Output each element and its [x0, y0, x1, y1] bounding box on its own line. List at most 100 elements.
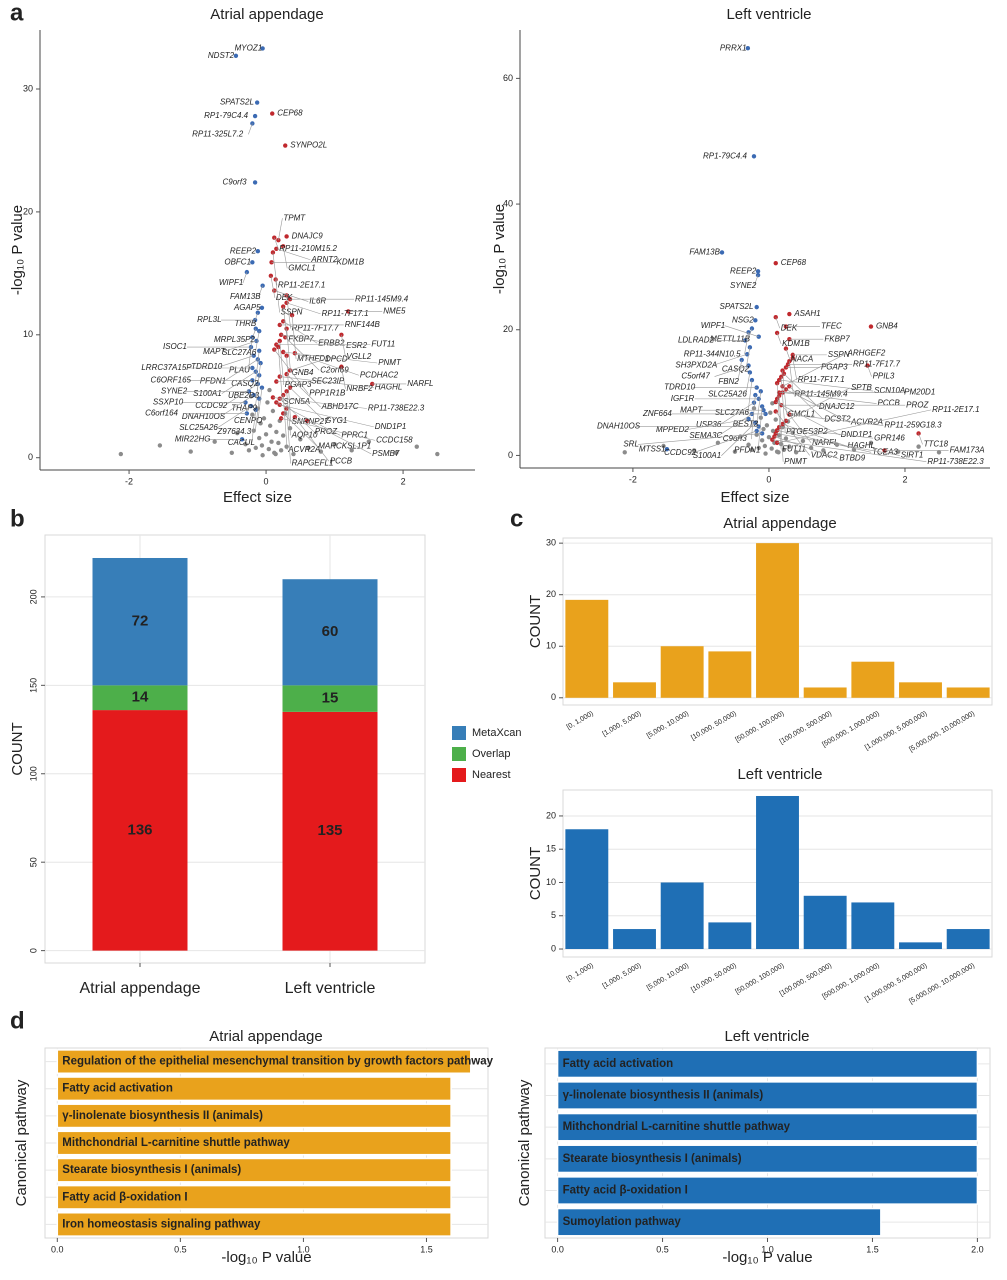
- leader-line: [341, 366, 346, 389]
- legend-label: Nearest: [472, 769, 511, 781]
- point: [622, 450, 627, 455]
- leader-line: [785, 348, 791, 360]
- value-label: 72: [132, 613, 149, 630]
- point-label: DEK: [781, 323, 798, 332]
- leader-line: [775, 317, 781, 329]
- y-tick-label: 0: [551, 692, 556, 702]
- x-tick-label: -2: [125, 476, 133, 486]
- point-label: PCCB: [330, 456, 353, 465]
- point-label: FBN2: [718, 377, 739, 386]
- point-label: RP11-7F17.1: [798, 375, 845, 384]
- bar-label: γ-linolenate biosynthesis II (animals): [563, 1090, 764, 1102]
- point-label: CASQ2: [722, 364, 750, 373]
- point-label: PRRX1: [720, 43, 747, 52]
- bar: [556, 1207, 882, 1237]
- point-label: RP11-7F17.1: [322, 309, 369, 318]
- leader-line: [254, 375, 260, 409]
- bar: [756, 543, 799, 698]
- bar-label: Mithchondrial L-carnitine shuttle pathwa…: [62, 1137, 290, 1149]
- leader-line: [282, 306, 288, 340]
- point: [754, 304, 759, 310]
- leader-line: [285, 337, 320, 371]
- point-label: BTBD9: [839, 454, 865, 463]
- y-axis-label: Canonical pathway: [13, 1079, 30, 1206]
- x-tick-label: 2: [401, 476, 406, 486]
- point: [257, 348, 262, 353]
- bar-segment: [282, 685, 378, 712]
- point: [251, 428, 256, 433]
- bar-label: γ-linolenate biosynthesis II (animals): [62, 1110, 263, 1122]
- leader-line: [756, 391, 762, 425]
- point-label: SPTB: [851, 383, 873, 392]
- leader-line: [278, 347, 283, 403]
- point-label: SSPN: [828, 350, 850, 359]
- value-label: 14: [132, 689, 149, 706]
- leader-line: [307, 420, 372, 455]
- panel-label: b: [10, 505, 25, 532]
- point-label: SEC23IP: [311, 377, 345, 386]
- panel-label: a: [10, 0, 24, 26]
- bar-label: Stearate biosynthesis I (animals): [62, 1164, 241, 1176]
- point: [267, 423, 273, 428]
- bar: [946, 687, 990, 698]
- point-label: PM20D1: [904, 388, 935, 397]
- point-label: PPP1R1B: [309, 389, 346, 398]
- point-label: RP1-79C4.4: [204, 111, 249, 120]
- point-label: MAPT: [680, 405, 703, 414]
- point: [253, 326, 258, 331]
- point-label: CCDC92: [195, 401, 228, 410]
- leader-line: [789, 386, 824, 420]
- chart-title: Atrial appendage: [209, 1028, 322, 1045]
- leader-line: [713, 353, 748, 366]
- point-label: RP11-210M15.2: [279, 244, 337, 253]
- bar-label: Mithchondrial L-carnitine shuttle pathwa…: [563, 1121, 791, 1133]
- y-axis-label: COUNT: [527, 595, 544, 648]
- point-label: NME5: [383, 307, 406, 316]
- y-tick-label: 20: [546, 589, 556, 599]
- point-label: RP11-344N10.5: [684, 349, 741, 358]
- point-label: BEST3: [733, 419, 759, 428]
- leader-line: [272, 397, 367, 409]
- point-label: PGAP3: [821, 363, 848, 372]
- point: [258, 421, 263, 426]
- point-label: CASQ2: [231, 379, 259, 388]
- point-label: CEP68: [781, 258, 807, 267]
- point: [274, 400, 279, 405]
- point-label: ZNF664: [642, 409, 672, 418]
- point: [272, 235, 277, 240]
- x-tick-label: 0.5: [656, 1244, 669, 1254]
- point: [298, 437, 303, 442]
- point: [766, 435, 772, 440]
- point: [251, 392, 256, 398]
- y-tick-label: 150: [28, 678, 38, 693]
- leader-line: [221, 371, 256, 394]
- point: [761, 426, 766, 432]
- point: [770, 401, 775, 406]
- point: [783, 436, 789, 441]
- point-label: PFDN1: [734, 446, 760, 455]
- point-label: SPATS2L: [720, 302, 754, 311]
- point-label: GPR146: [874, 433, 905, 442]
- point-label: GMCL1: [288, 263, 316, 272]
- leader-line: [753, 274, 759, 287]
- point: [246, 448, 252, 453]
- bar: [613, 929, 656, 950]
- point-label: ERBB2: [318, 338, 345, 347]
- point-label: FAM13B: [689, 248, 720, 257]
- point: [284, 353, 289, 358]
- point: [263, 432, 269, 437]
- leader-line: [274, 237, 279, 249]
- point: [274, 379, 279, 384]
- y-tick-label: 20: [23, 206, 33, 216]
- point-label: Z97634.3: [216, 427, 251, 436]
- leader-line: [219, 355, 254, 367]
- leader-line: [717, 413, 753, 437]
- leader-line: [719, 402, 755, 425]
- point: [758, 415, 763, 420]
- point-label: SNRNP27: [292, 417, 329, 426]
- leader-line: [751, 395, 756, 440]
- leader-line: [744, 332, 749, 355]
- point: [936, 450, 942, 455]
- leader-line: [785, 387, 851, 422]
- point-label: RP11-7F17.7: [292, 324, 340, 333]
